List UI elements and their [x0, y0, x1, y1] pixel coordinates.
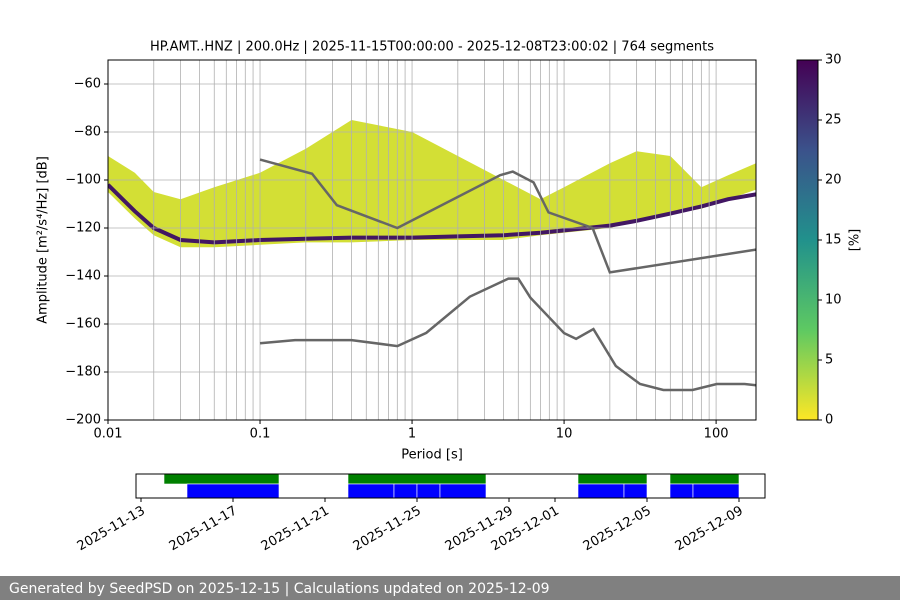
x-tick-label: 10: [556, 427, 573, 442]
x-tick-label: 2025-12-09: [673, 504, 746, 555]
colorbar-label: [%]: [848, 229, 863, 252]
y-tick-label: −180: [65, 365, 101, 380]
x-tick-label: 2025-11-17: [167, 504, 240, 555]
x-tick-label: 2025-11-25: [351, 504, 424, 555]
y-tick-label: −140: [65, 269, 101, 284]
y-tick-label: −200: [65, 413, 101, 428]
x-tick-label: 2025-12-05: [581, 504, 654, 555]
y-tick-label: −120: [65, 221, 101, 236]
segment: [577, 473, 648, 485]
segment: [439, 483, 487, 499]
psd-density: [108, 120, 756, 248]
x-tick-label: 0.01: [94, 427, 123, 442]
segment: [416, 483, 441, 499]
x-tick-label: 2025-11-13: [75, 504, 148, 555]
x-tick-label: 2025-11-21: [259, 504, 332, 555]
segment: [692, 483, 740, 499]
segment: [623, 483, 648, 499]
colorbar-tick-label: 5: [825, 353, 833, 368]
colorbar-tick-label: 30: [825, 53, 842, 68]
x-tick-label: 100: [704, 427, 729, 442]
plot-frame: [107, 59, 757, 421]
chart-title: HP.AMT..HNZ | 200.0Hz | 2025-11-15T00:00…: [150, 40, 714, 55]
colorbar: [796, 59, 819, 421]
segment: [577, 483, 625, 499]
footer: Generated by SeedPSD on 2025-12-15 | Cal…: [0, 576, 900, 600]
noise-model: [259, 158, 756, 274]
x-axis-label: Period [s]: [401, 448, 463, 463]
colorbar-tick-label: 20: [825, 173, 842, 188]
x-tick-label: 0.1: [250, 427, 271, 442]
y-tick-label: −60: [74, 77, 101, 92]
timeline-border: [135, 473, 766, 499]
y-tick-label: −160: [65, 317, 101, 332]
colorbar-tick-label: 25: [825, 113, 842, 128]
figure: HP.AMT..HNZ | 200.0Hz | 2025-11-15T00:00…: [36, 40, 863, 555]
segment: [347, 473, 487, 485]
plot-area: [108, 60, 756, 420]
segment: [163, 473, 280, 485]
x-tick-label: 1: [408, 427, 416, 442]
segment: [669, 483, 694, 499]
segment: [347, 483, 395, 499]
colorbar-tick-label: 10: [825, 293, 842, 308]
colorbar-tick-label: 0: [825, 413, 833, 428]
noise-model: [259, 277, 756, 392]
segment: [393, 483, 418, 499]
y-tick-label: −100: [65, 173, 101, 188]
y-axis-label: Amplitude [m²/s⁴/Hz] [dB]: [36, 156, 51, 324]
y-tick-label: −80: [74, 125, 101, 140]
segment: [669, 473, 740, 485]
colorbar-tick-label: 15: [825, 233, 842, 248]
segment: [186, 483, 280, 499]
